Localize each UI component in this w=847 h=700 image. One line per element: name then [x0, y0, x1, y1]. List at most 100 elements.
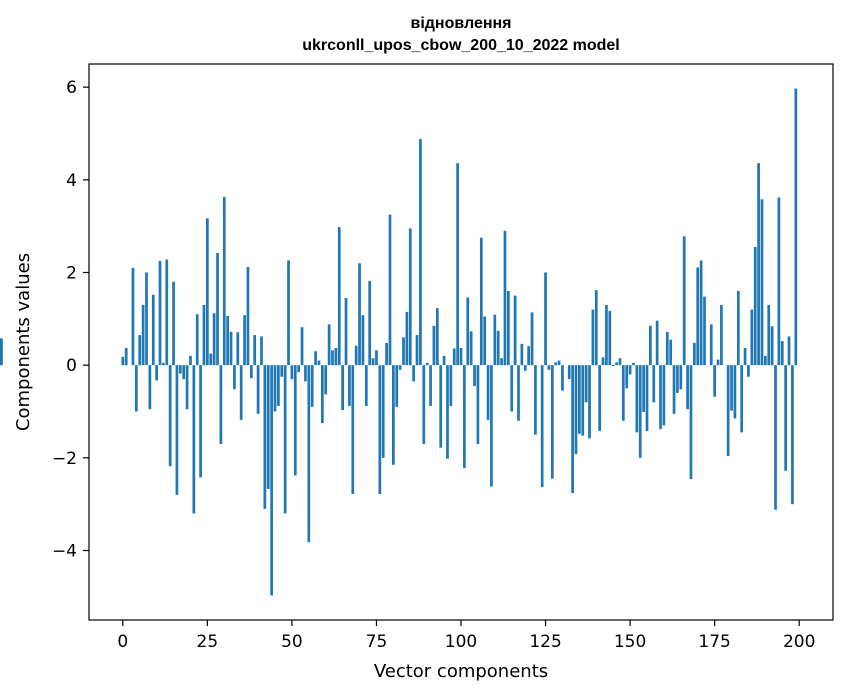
bar-168 — [690, 365, 693, 479]
bar-174 — [710, 324, 713, 365]
bar-56 — [311, 365, 314, 407]
bar-94 — [439, 365, 442, 447]
bar-44 — [270, 365, 273, 595]
bar-40 — [257, 365, 260, 414]
bar-95 — [443, 356, 446, 365]
bar-126 — [548, 365, 551, 370]
bar-23 — [199, 365, 202, 477]
bar-32 — [230, 332, 233, 365]
x-tick-label: 125 — [529, 632, 561, 652]
bar-111 — [497, 331, 500, 365]
bar-100 — [460, 348, 463, 365]
bar-13 — [165, 260, 168, 366]
bar-19 — [186, 365, 189, 409]
x-tick-label: 25 — [197, 632, 219, 652]
bar-81 — [395, 365, 398, 407]
bar-102 — [466, 298, 469, 366]
bar-124 — [541, 365, 544, 487]
bar-153 — [639, 365, 642, 458]
bar-117 — [517, 365, 520, 421]
bar-169 — [693, 343, 696, 365]
bar-11 — [159, 261, 162, 365]
bar-110 — [493, 315, 496, 366]
bar-142 — [602, 357, 605, 365]
bar-90 — [426, 363, 429, 365]
bar-37 — [247, 267, 250, 365]
bar-15 — [172, 282, 175, 365]
bar-122 — [534, 365, 537, 435]
bar-0 — [121, 357, 124, 365]
bar-57 — [314, 351, 317, 365]
bar-85 — [409, 228, 412, 365]
x-tick-label: 200 — [783, 632, 815, 652]
bar-82 — [399, 365, 402, 370]
bar-35 — [240, 365, 243, 420]
bar-55 — [307, 365, 310, 542]
bar-33 — [233, 365, 236, 389]
bar-61 — [328, 324, 331, 365]
y-tick-label: 2 — [66, 264, 77, 284]
bar-164 — [676, 365, 679, 393]
bar-71 — [362, 315, 365, 365]
bar-73 — [368, 281, 371, 365]
bar-16 — [176, 365, 179, 495]
x-axis-label: Vector components — [374, 661, 548, 682]
bar-3 — [132, 268, 135, 365]
bar-28 — [216, 253, 219, 365]
bar-20 — [189, 356, 192, 365]
bar-10 — [155, 365, 158, 380]
bar-27 — [213, 313, 216, 365]
bar-70 — [358, 263, 361, 365]
bar-65 — [341, 365, 344, 410]
bar-64 — [338, 227, 341, 365]
bar-141 — [598, 365, 601, 431]
bar-106 — [480, 238, 483, 365]
bar-190 — [764, 356, 767, 365]
bar-38 — [250, 365, 253, 378]
bar-34 — [236, 332, 239, 365]
bar-112 — [500, 358, 503, 365]
bar-199 — [794, 89, 797, 366]
y-tick-label: 4 — [66, 171, 77, 191]
x-tick-label: 50 — [281, 632, 303, 652]
x-tick-label: 150 — [614, 632, 646, 652]
bar-93 — [436, 308, 439, 365]
bar-180 — [730, 365, 733, 410]
x-tick-label: 75 — [366, 632, 388, 652]
y-tick-label: −2 — [52, 449, 77, 469]
bar-104 — [473, 365, 476, 386]
bar-149 — [625, 365, 628, 388]
bar-147 — [619, 358, 622, 365]
bar-17 — [179, 365, 182, 373]
bar-187 — [754, 247, 757, 365]
bar-192 — [771, 326, 774, 365]
bar-109 — [490, 365, 493, 486]
bar-1 — [125, 348, 128, 365]
bar-36 — [243, 315, 246, 365]
bar-21 — [192, 365, 195, 513]
bar-41 — [260, 336, 263, 365]
bar-182 — [737, 291, 740, 365]
bar-84 — [406, 312, 409, 365]
bar-115 — [510, 365, 513, 411]
bar-5 — [138, 335, 141, 365]
bar-25 — [206, 218, 209, 365]
bar-83 — [402, 337, 405, 365]
bar-72 — [365, 365, 368, 406]
bar-165 — [679, 365, 682, 389]
bar-51 — [294, 365, 297, 475]
bar-137 — [585, 365, 588, 402]
bar-196 — [784, 365, 787, 471]
bar-198 — [791, 365, 794, 504]
bar-62 — [331, 350, 334, 365]
bar-58 — [318, 361, 321, 366]
bar-120 — [527, 346, 530, 365]
bar-42 — [264, 365, 267, 509]
bar-150 — [629, 365, 632, 374]
bar-29 — [220, 365, 223, 444]
bar-181 — [734, 365, 737, 418]
bar-161 — [666, 332, 669, 365]
bar-195 — [781, 341, 784, 365]
bar-48 — [284, 365, 287, 513]
